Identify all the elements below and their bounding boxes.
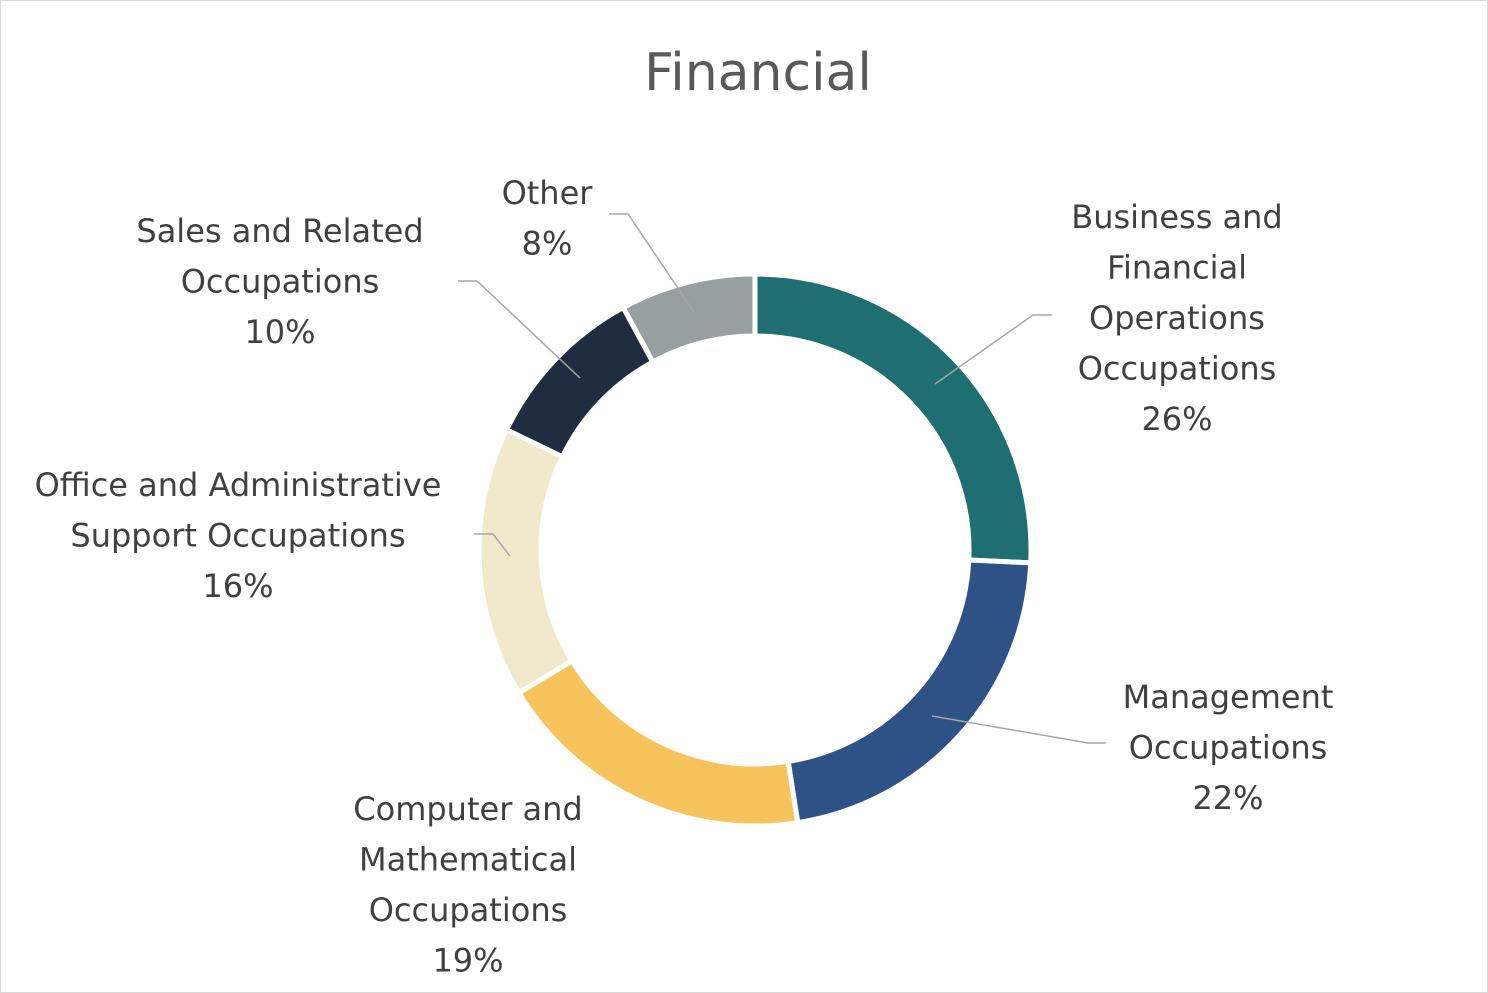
slice-management-occupations[interactable] xyxy=(785,557,1034,826)
leader-line-business-and-financial-operations-occupations xyxy=(934,314,1052,385)
data-labels: Business and Financial Operations Occupatio… xyxy=(35,174,1334,980)
slice-business-and-financial-operations-occupations[interactable] xyxy=(752,271,1034,566)
data-label-business-and-financial-operations-occupations: Business and Financial Operations Occupatio… xyxy=(1071,198,1282,438)
leader-line-office-and-administrative-support-occupations xyxy=(474,533,511,557)
data-label-other: Other 8% xyxy=(502,174,594,263)
donut-slices xyxy=(476,271,1034,829)
leader-line-management-occupations xyxy=(931,715,1106,744)
leader-line-other xyxy=(609,213,695,313)
leader-lines xyxy=(458,213,1106,744)
slice-office-and-administrative-support-occupations[interactable] xyxy=(476,426,576,697)
data-label-management-occupations: Management Occupations 22% xyxy=(1123,678,1334,817)
data-label-office-and-administrative-support-occupations: Office and Administrative Support Occupat… xyxy=(35,466,442,605)
chart-title: Financial xyxy=(644,43,872,103)
slice-other[interactable] xyxy=(619,271,758,366)
data-label-computer-and-mathematical-occupations: Computer and Mathematical Occupations 19% xyxy=(353,790,582,980)
data-label-sales-and-related-occupations: Sales and Related Occupations 10% xyxy=(136,212,423,351)
leader-line-sales-and-related-occupations xyxy=(458,280,581,379)
